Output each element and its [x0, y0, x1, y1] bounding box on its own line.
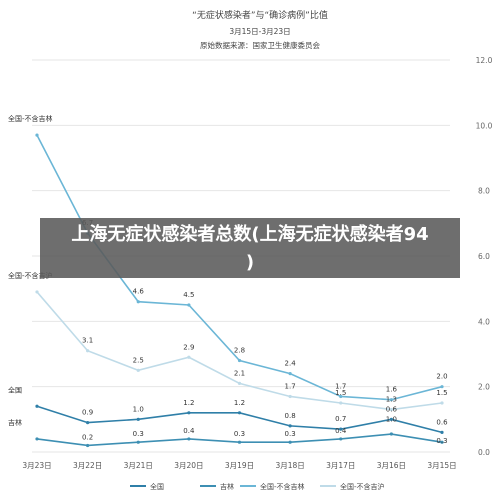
y-tick-label: 8.0: [478, 187, 490, 196]
series-tag: 全国: [8, 385, 22, 394]
data-point: [187, 437, 191, 441]
data-point: [136, 368, 140, 372]
data-label: 2.8: [234, 347, 245, 355]
data-point: [288, 372, 292, 376]
y-tick-label: 12.0: [476, 56, 493, 65]
data-label: 0.4: [335, 427, 347, 435]
data-label: 4.5: [183, 291, 194, 299]
data-label: 0.9: [82, 409, 93, 417]
data-point: [136, 417, 140, 421]
data-point: [35, 437, 39, 441]
data-label: 1.6: [386, 386, 398, 394]
legend-label: 全国-不含吉林: [260, 482, 305, 491]
data-label: 0.8: [285, 412, 296, 420]
data-point: [339, 427, 343, 431]
data-label: 0.3: [133, 430, 144, 438]
legend-label: 全国-不含吉沪: [340, 482, 385, 491]
data-point: [237, 358, 242, 363]
data-label: 3.1: [82, 337, 93, 345]
data-label: 0.2: [82, 433, 93, 441]
series-tag: 吉林: [8, 418, 22, 427]
data-point: [339, 401, 343, 405]
data-point: [440, 440, 444, 444]
data-point: [389, 398, 393, 402]
data-label: 1.2: [183, 399, 194, 407]
data-label: 0.7: [335, 415, 346, 423]
data-point: [237, 411, 242, 415]
data-point: [389, 432, 393, 436]
data-point: [339, 437, 343, 441]
data-label: 2.5: [133, 356, 144, 364]
chart-source: 原始数据来源：国家卫生健康委员会: [200, 40, 320, 50]
data-point: [288, 424, 292, 428]
data-point: [440, 430, 444, 434]
x-tick-label: 3月18日: [275, 461, 304, 470]
x-tick-label: 3月22日: [73, 461, 102, 470]
data-point: [86, 443, 90, 448]
data-label: 1.5: [436, 389, 447, 397]
data-point: [86, 421, 90, 425]
data-label: 1.0: [386, 415, 397, 423]
data-point: [136, 300, 140, 304]
data-label: 0.3: [234, 430, 245, 438]
x-tick-label: 3月15日: [427, 461, 456, 470]
overlay-text-line1: 上海无症状感染者总数(上海无症状感染者94: [71, 224, 429, 245]
data-label: 4.6: [133, 288, 145, 296]
y-tick-label: 0.0: [478, 448, 490, 457]
data-point: [440, 401, 444, 405]
data-point: [136, 440, 140, 444]
data-label: 1.7: [335, 382, 346, 390]
legend-label: 吉林: [220, 482, 234, 491]
data-point: [187, 355, 191, 359]
data-point: [288, 440, 292, 444]
data-label: 2.1: [234, 369, 245, 377]
x-tick-label: 3月16日: [377, 461, 406, 470]
data-point: [288, 394, 292, 399]
data-label: 2.9: [183, 343, 194, 351]
data-label: 0.6: [436, 418, 448, 426]
data-point: [237, 381, 242, 385]
series-tag: 全国-不含吉林: [8, 114, 53, 123]
data-point: [389, 407, 393, 412]
data-point: [86, 349, 90, 353]
x-tick-label: 3月20日: [174, 461, 203, 470]
y-tick-label: 6.0: [478, 252, 490, 261]
x-tick-label: 3月19日: [225, 461, 254, 470]
data-label: 0.3: [436, 437, 447, 445]
data-label: 1.5: [335, 389, 346, 397]
data-point: [339, 394, 343, 399]
data-point: [187, 411, 191, 415]
data-point: [35, 290, 39, 294]
data-label: 0.6: [386, 405, 398, 413]
data-label: 0.4: [183, 427, 195, 435]
data-label: 0.3: [285, 430, 296, 438]
data-point: [440, 385, 444, 389]
data-label: 1.0: [133, 405, 144, 413]
data-label: 1.3: [386, 396, 397, 404]
data-label: 1.7: [285, 382, 296, 390]
x-tick-label: 3月23日: [22, 461, 51, 470]
legend-label: 全国: [150, 482, 164, 491]
overlay-banner: 上海无症状感染者总数(上海无症状感染者94 ): [40, 218, 460, 278]
data-point: [389, 417, 393, 421]
data-point: [187, 303, 191, 307]
chart-title: “无症状感染者”与“确诊病例”比值: [192, 9, 328, 21]
y-tick-label: 10.0: [476, 121, 493, 130]
overlay-text-line2: ): [245, 252, 255, 273]
data-point: [237, 440, 242, 444]
y-tick-label: 2.0: [478, 383, 490, 392]
x-tick-label: 3月21日: [124, 461, 153, 470]
y-tick-label: 4.0: [478, 317, 490, 326]
chart-subtitle: 3月15日-3月23日: [229, 27, 290, 36]
data-point: [35, 133, 39, 137]
data-label: 2.4: [285, 360, 297, 368]
data-label: 2.0: [436, 373, 447, 381]
data-point: [35, 404, 39, 408]
data-label: 1.2: [234, 399, 245, 407]
series-tag: 全国-不含吉沪: [8, 271, 53, 280]
x-tick-label: 3月17日: [326, 461, 355, 470]
series-line: [36, 405, 443, 434]
